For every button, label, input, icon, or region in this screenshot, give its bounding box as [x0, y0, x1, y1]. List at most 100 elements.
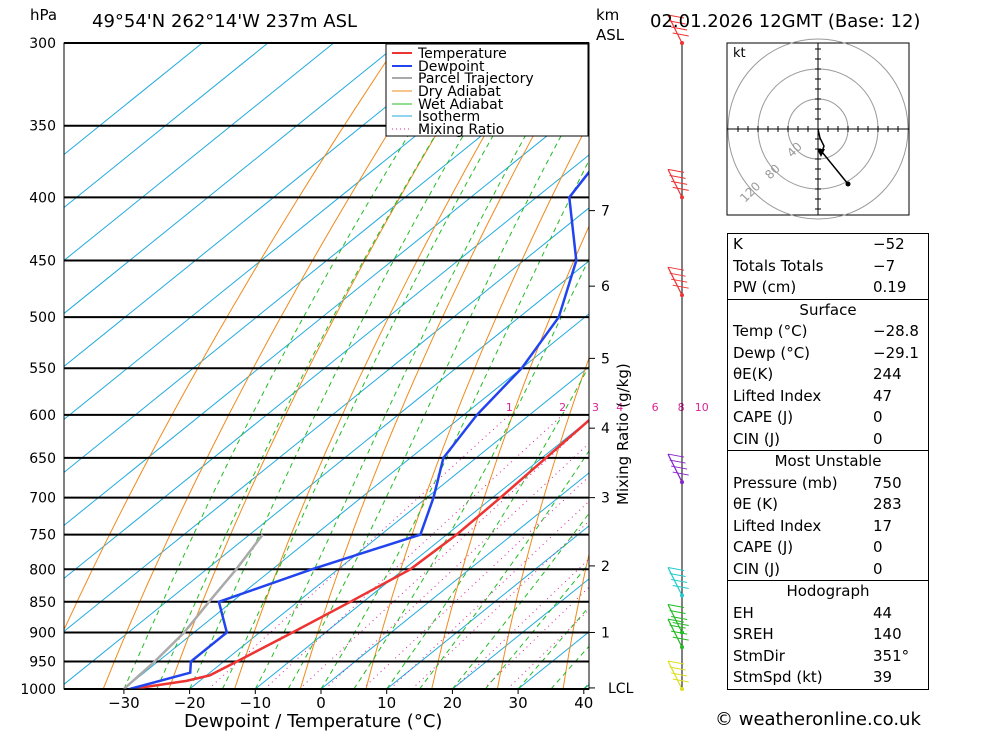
legend-wet-adiabat: Wet Adiabat: [418, 97, 504, 113]
mixing-ratio-label: 10: [695, 401, 709, 414]
km-tick-label: 5: [601, 351, 610, 367]
wet-adiabat-line: [287, 83, 589, 689]
hodograph-ticks: [737, 48, 899, 210]
mu-label: θE (K): [733, 495, 778, 513]
wet-adiabat-line: [221, 43, 548, 689]
mu-value: 750: [873, 473, 902, 492]
surface-label: Temp (°C): [733, 322, 808, 340]
isotherm-line: [64, 43, 532, 421]
surface-label: CAPE (J): [733, 408, 794, 426]
mixing-ratio-label: 6: [652, 401, 659, 414]
wet-adiabat-line: [452, 512, 589, 689]
index-label: K: [733, 235, 743, 253]
wind-barb-flag: [669, 572, 686, 577]
hodo-label: StmDir: [733, 646, 785, 665]
wind-barb-staff: [667, 604, 683, 633]
legend-parcel: Parcel Trajectory: [418, 71, 534, 87]
wind-barb-flag: [672, 584, 689, 589]
temperature-tick-label: 0: [316, 694, 326, 712]
axes: 3003504004505005506006507007508008509009…: [20, 36, 633, 712]
dry-adiabat-line: [955, 43, 1000, 689]
hpa-label: hPa: [30, 6, 57, 24]
x-axis-title: Dewpoint / Temperature (°C): [184, 711, 442, 732]
pressure-tick-label: 900: [29, 625, 56, 641]
index-row-pw: PW (cm) 0.19: [728, 277, 928, 299]
isotherm-line: [64, 43, 269, 209]
pressure-tick-label: 950: [29, 654, 56, 670]
wind-barb-staff: [667, 453, 683, 483]
copyright: © weatheronline.co.uk: [715, 709, 921, 730]
km-tick-label: 3: [601, 491, 610, 507]
temperature-tick-label: 20: [443, 694, 462, 712]
legend-temperature: Temperature: [417, 46, 507, 62]
surface-value: −29.1: [873, 343, 919, 362]
wind-barb-flag: [672, 621, 689, 626]
surface-title: Surface: [728, 298, 928, 322]
mu-label: CIN (J): [733, 559, 781, 578]
location-title: 49°54'N 262°14'W 237m ASL: [92, 11, 357, 32]
surface-row: Lifted Index 47: [728, 386, 928, 408]
wind-barb-flag: [671, 278, 688, 283]
surface-value: −28.8: [873, 322, 919, 340]
mixing-ratio-label: 2: [559, 401, 566, 414]
surface-value: 47: [873, 386, 893, 405]
km-tick-label: 1: [601, 625, 610, 641]
hodograph-trace: [817, 128, 849, 185]
isotherm-line: [189, 366, 589, 689]
surface-row: CAPE (J) 0: [728, 407, 928, 429]
wind-barb-flag: [671, 578, 688, 583]
pressure-tick-label: 350: [29, 119, 56, 135]
pressure-tick-label: 500: [29, 310, 56, 326]
mixing-ratio-line: [264, 414, 563, 689]
indices-table: K −52 Totals Totals −7 PW (cm) 0.19 Surface…: [727, 233, 929, 690]
isotherm-line: [64, 154, 589, 579]
lcl-label: LCL: [608, 681, 634, 697]
isotherm-line: [64, 43, 203, 156]
mixing-ratio-label: 4: [616, 401, 623, 414]
profile-parcel-trajectory: [123, 533, 264, 689]
pressure-tick-label: 650: [29, 451, 56, 467]
wind-barb-flag: [671, 630, 688, 635]
pressure-tick-label: 400: [29, 190, 56, 206]
isotherm-line: [64, 260, 589, 685]
isotherm-line: [452, 578, 589, 689]
hodo-row: StmSpd (kt) 39: [728, 667, 928, 689]
mixing-ratio-label: 3: [592, 401, 599, 414]
wind-barb-staff: [667, 567, 683, 596]
hodo-row: StmDir 351°: [728, 646, 928, 668]
wind-barb-flag: [671, 672, 688, 677]
mixing-ratio-line: [299, 420, 589, 689]
wind-barb-flag: [667, 618, 685, 623]
wind-barb-flag: [671, 465, 688, 470]
isotherm-line: [386, 525, 589, 689]
mu-row: Lifted Index 17: [728, 516, 928, 538]
hodo-value: 351°: [873, 646, 910, 665]
wind-barb-staff: [667, 14, 683, 44]
most-unstable-title: Most Unstable: [728, 450, 928, 473]
pressure-tick-label: 550: [29, 361, 56, 377]
profile-dewpoint: [129, 170, 589, 689]
storm-motion-marker: [817, 149, 825, 157]
km-tick-label: 4: [601, 421, 610, 437]
datetime-title: 02.01.2026 12GMT (Base: 12): [650, 11, 920, 32]
wind-barb-flag: [669, 459, 686, 464]
asl-label: ASL: [596, 26, 625, 44]
mu-value: 0: [873, 559, 883, 578]
wind-barb-flag: [672, 284, 689, 289]
isotherm-line: [320, 472, 589, 689]
legend: Temperature Dewpoint Parcel Trajectory D…: [385, 43, 589, 138]
wind-barb-flag: [671, 615, 688, 620]
wind-barb-flag: [669, 20, 686, 25]
hodo-label: SREH: [733, 625, 774, 643]
profile-temperature: [131, 418, 589, 689]
pressure-tick-label: 450: [29, 254, 56, 270]
pressure-tick-label: 600: [29, 408, 56, 424]
mu-row: θE (K) 283: [728, 494, 928, 516]
hodograph-unit: kt: [733, 46, 746, 61]
index-value: −7: [873, 256, 896, 275]
wind-barb-flag: [672, 678, 689, 683]
mu-label: CAPE (J): [733, 538, 794, 556]
surface-value: 244: [873, 365, 902, 383]
mu-value: 17: [873, 516, 893, 535]
wet-adiabat-line: [189, 43, 519, 689]
